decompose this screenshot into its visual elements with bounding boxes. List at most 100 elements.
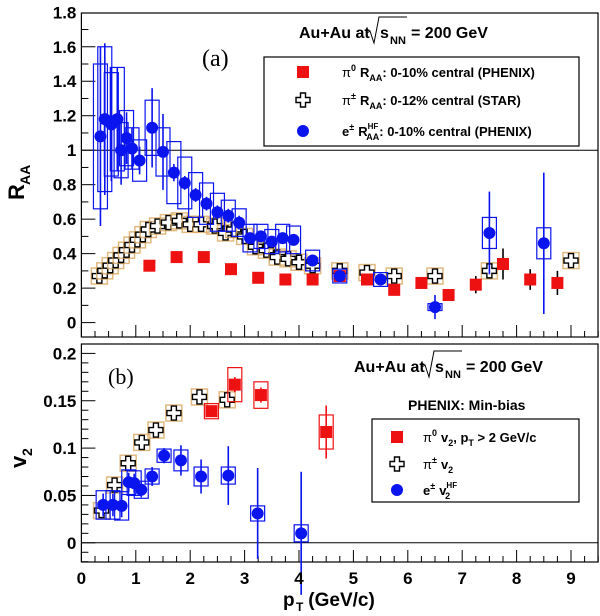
systematic-box <box>133 480 149 499</box>
data-point <box>497 257 509 270</box>
legend-entry: π0 RAA: 0-10% central (PHENIX) <box>297 63 535 83</box>
data-point <box>219 392 235 408</box>
legend-entry: e± vHF 2 <box>391 481 457 501</box>
legend-text-sym: π <box>423 430 432 445</box>
legend-entry: e± RHF AA: 0-10% central (PHENIX) <box>297 122 532 142</box>
y-tick-label: 1 <box>67 141 76 160</box>
systematic-band <box>147 421 165 439</box>
systematic-box <box>203 402 220 420</box>
legend-text-q: R <box>360 65 370 80</box>
legend-text-rest: : 0-10% central (PHENIX) <box>382 65 534 80</box>
legend-box <box>263 56 580 147</box>
systematic-band <box>562 251 580 270</box>
legend-text-qsub: 2 <box>448 438 453 448</box>
data-point <box>222 469 235 482</box>
legend-entry: π0 v2, pT > 2 GeV/c <box>391 428 536 448</box>
data-point <box>276 232 289 245</box>
legend-marker <box>389 456 405 472</box>
legend-text-rest_sub: T <box>468 438 474 448</box>
systematic-band <box>133 433 151 452</box>
x-tick-label: 0 <box>77 569 86 588</box>
y-tick-label: 1.6 <box>53 38 77 57</box>
x-tick-label: 7 <box>457 569 466 588</box>
x-axis-title: p T (GeV/c) <box>283 590 375 614</box>
legend-text-rest: : 0-12% central (STAR) <box>382 93 520 108</box>
legend-marker <box>391 431 403 443</box>
data-point <box>483 226 496 239</box>
data-point <box>244 232 257 245</box>
series-2 <box>95 445 309 595</box>
systematic-box <box>132 139 148 182</box>
systematic-box <box>285 225 302 255</box>
panel-label-b: (b) <box>108 364 134 389</box>
data-point <box>157 145 169 158</box>
systematic-band <box>426 267 444 285</box>
data-point <box>287 233 300 246</box>
y-tick-label: 0 <box>67 534 76 553</box>
legend-label: π± v2 <box>423 455 453 475</box>
data-point <box>125 142 138 155</box>
legend-label: π0 RAA: 0-10% central (PHENIX) <box>342 63 535 83</box>
data-point <box>174 454 187 467</box>
legend-marker <box>295 92 311 108</box>
legend-label: π± RAA: 0-12% central (STAR) <box>342 91 521 111</box>
legend-text-qsub: AA <box>366 132 379 142</box>
legend-text-rest2: > 2 GeV/c <box>474 430 537 445</box>
legend-box <box>371 418 580 503</box>
data-point <box>166 405 182 421</box>
systematic-box <box>166 140 182 205</box>
legend-a: π0 RAA: 0-10% central (PHENIX)π± RAA: 0-12… <box>263 56 580 147</box>
data-point <box>442 289 455 302</box>
x-title-sub: T <box>296 600 304 611</box>
x-title-p: p <box>283 590 295 611</box>
data-point <box>146 470 159 483</box>
sqrt-icon <box>366 16 407 45</box>
data-point <box>197 251 210 264</box>
data-point <box>537 237 550 250</box>
legend-text-sym: π <box>342 65 351 80</box>
data-point <box>158 449 171 462</box>
x-title-rest: (GeV/c) <box>303 590 375 611</box>
legend-text-sup: ± <box>349 122 354 132</box>
panel-label-a: (a) <box>202 46 229 72</box>
series-1 <box>90 212 580 285</box>
title-a: Au+Au at s NN = 200 GeV <box>299 16 488 47</box>
legend-text-qsup: HF <box>368 122 379 131</box>
data-point <box>374 273 387 286</box>
data-point <box>228 378 241 391</box>
data-point <box>222 209 235 222</box>
data-point <box>120 455 136 471</box>
data-point <box>386 268 402 284</box>
y-tick-label: 0 <box>67 314 76 333</box>
title-b-pre: Au+Au at <box>354 359 425 376</box>
y-tick-label: 0.1 <box>53 439 77 458</box>
data-point <box>388 283 401 296</box>
data-point <box>135 483 148 496</box>
y-tick-label: 0.05 <box>43 486 76 505</box>
systematic-box <box>198 182 215 225</box>
data-point <box>333 270 346 283</box>
data-point <box>170 251 183 264</box>
data-point <box>148 422 164 438</box>
data-point <box>415 276 428 289</box>
legend-label: π0 v2, pT > 2 GeV/c <box>423 428 536 448</box>
series-0 <box>203 367 334 459</box>
legend-text-sup: 0 <box>351 63 356 73</box>
data-point <box>106 477 123 493</box>
y-axis-title-b: v 2 <box>6 448 35 468</box>
data-point <box>291 254 307 270</box>
systematic-box <box>305 249 321 272</box>
data-point <box>178 176 191 189</box>
legend-text-sup: ± <box>430 481 435 491</box>
series-1 <box>92 388 236 520</box>
y-tick-label: 1.4 <box>53 72 77 91</box>
data-point <box>200 197 213 210</box>
legend-b: π0 v2, pT > 2 GeV/c π± v2 e± vHF 2 <box>371 418 580 503</box>
x-tick-label: 3 <box>240 569 249 588</box>
y-title-a-sub: AA <box>17 165 33 185</box>
legend-text-qsub: 2 <box>445 491 450 501</box>
x-tick-label: 1 <box>131 569 140 588</box>
data-point <box>551 276 564 289</box>
data-point <box>254 389 267 402</box>
data-point <box>233 216 246 229</box>
